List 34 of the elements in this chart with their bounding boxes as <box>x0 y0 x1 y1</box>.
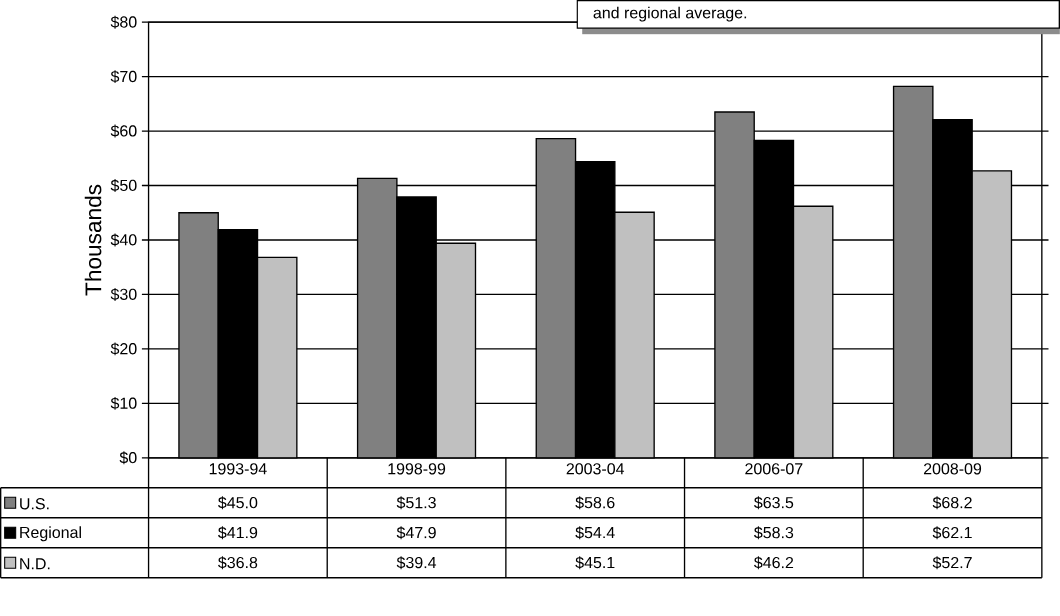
x-tick-label: 2008-09 <box>923 463 982 475</box>
data-label: $45.1 <box>575 556 615 570</box>
x-tick-label: 2003-04 <box>566 463 625 475</box>
data-label: $68.2 <box>932 496 972 510</box>
y-tick-label: $0 <box>119 451 137 465</box>
y-tick-label: $60 <box>110 124 137 138</box>
y-tick-label: $70 <box>110 70 137 84</box>
data-label: $36.8 <box>218 556 258 570</box>
legend-label: U.S. <box>20 498 49 510</box>
data-label: $47.9 <box>396 526 436 540</box>
legend-label: Regional <box>20 526 81 542</box>
y-tick-label: $30 <box>110 288 137 302</box>
data-label: $62.1 <box>932 526 972 540</box>
data-label: $46.2 <box>754 556 794 570</box>
data-label: $63.5 <box>754 496 794 510</box>
y-tick-label: $10 <box>110 397 137 410</box>
data-label: $58.3 <box>754 526 794 540</box>
data-label: $39.4 <box>396 556 437 570</box>
x-tick-label: 2006-07 <box>745 463 803 475</box>
y-axis-title: Thousands <box>84 184 102 296</box>
x-tick-label: 1993-94 <box>209 463 267 475</box>
y-tick-label: $20 <box>110 342 137 356</box>
data-label: $41.9 <box>218 526 258 540</box>
y-tick-label: $80 <box>110 15 137 29</box>
text: and regional average. <box>593 6 747 22</box>
data-label: $54.4 <box>575 526 615 540</box>
data-label: $45.0 <box>218 496 258 510</box>
data-label: $52.7 <box>932 556 972 570</box>
data-label: $58.6 <box>575 496 615 510</box>
y-tick-label: $50 <box>110 179 137 193</box>
legend-label: N.D. <box>20 558 50 570</box>
y-tick-label: $40 <box>110 233 137 247</box>
x-tick-label: 1998-99 <box>388 463 446 475</box>
data-label: $51.3 <box>396 496 436 510</box>
